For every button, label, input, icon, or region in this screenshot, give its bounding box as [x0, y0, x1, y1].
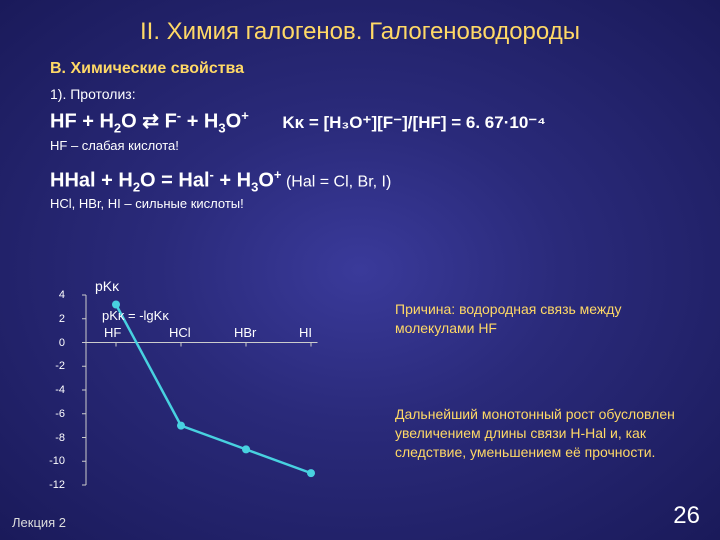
y-tick-label: -4	[35, 384, 65, 396]
page-title: II. Химия галогенов. Галогеноводороды	[0, 0, 720, 46]
reason-text: Причина: водородная связь между молекула…	[395, 300, 695, 338]
equation-hf: HF + H2O ⇄ F- + H3O+ Kᴋ = [H₃O⁺][F⁻]/[HF…	[50, 108, 720, 136]
pk-chart: pKᴋ pKᴋ = -lgKᴋ -12-10-8-6-4-2024HFHClHB…	[40, 290, 360, 520]
pk-formula: pKᴋ = -lgKᴋ	[102, 308, 169, 323]
k-expression: Kᴋ = [H₃O⁺][F⁻]/[HF] = 6. 67·10⁻⁴	[282, 113, 545, 132]
note-strong-acids: HCl, HBr, HI – сильные кислоты!	[50, 196, 720, 211]
y-tick-label: 4	[35, 289, 65, 301]
y-tick-label: -10	[35, 455, 65, 467]
x-tick-label: HCl	[169, 325, 191, 340]
item-protoliz: 1). Протолиз:	[50, 86, 720, 102]
y-tick-label: -12	[35, 479, 65, 491]
note-hf-weak: HF – слабая кислота!	[50, 138, 720, 153]
page-number: 26	[673, 502, 700, 530]
y-tick-label: 0	[35, 337, 65, 349]
y-tick-label: 2	[35, 313, 65, 325]
x-tick-label: HI	[299, 325, 312, 340]
x-tick-label: HF	[104, 325, 121, 340]
y-tick-label: -8	[35, 432, 65, 444]
y-tick-label: -2	[35, 360, 65, 372]
x-tick-label: HBr	[234, 325, 256, 340]
trend-text: Дальнейший монотонный рост обусловлен ув…	[395, 405, 695, 462]
lecture-label: Лекция 2	[12, 515, 66, 530]
y-tick-label: -6	[35, 408, 65, 420]
y-axis-title: pKᴋ	[95, 278, 119, 294]
chart-svg	[40, 290, 360, 500]
section-head: В. Химические свойства	[50, 60, 720, 78]
equation-hhal: HHal + H2O = Hal- + H3O+ (Hal = Cl, Br, …	[50, 167, 720, 195]
